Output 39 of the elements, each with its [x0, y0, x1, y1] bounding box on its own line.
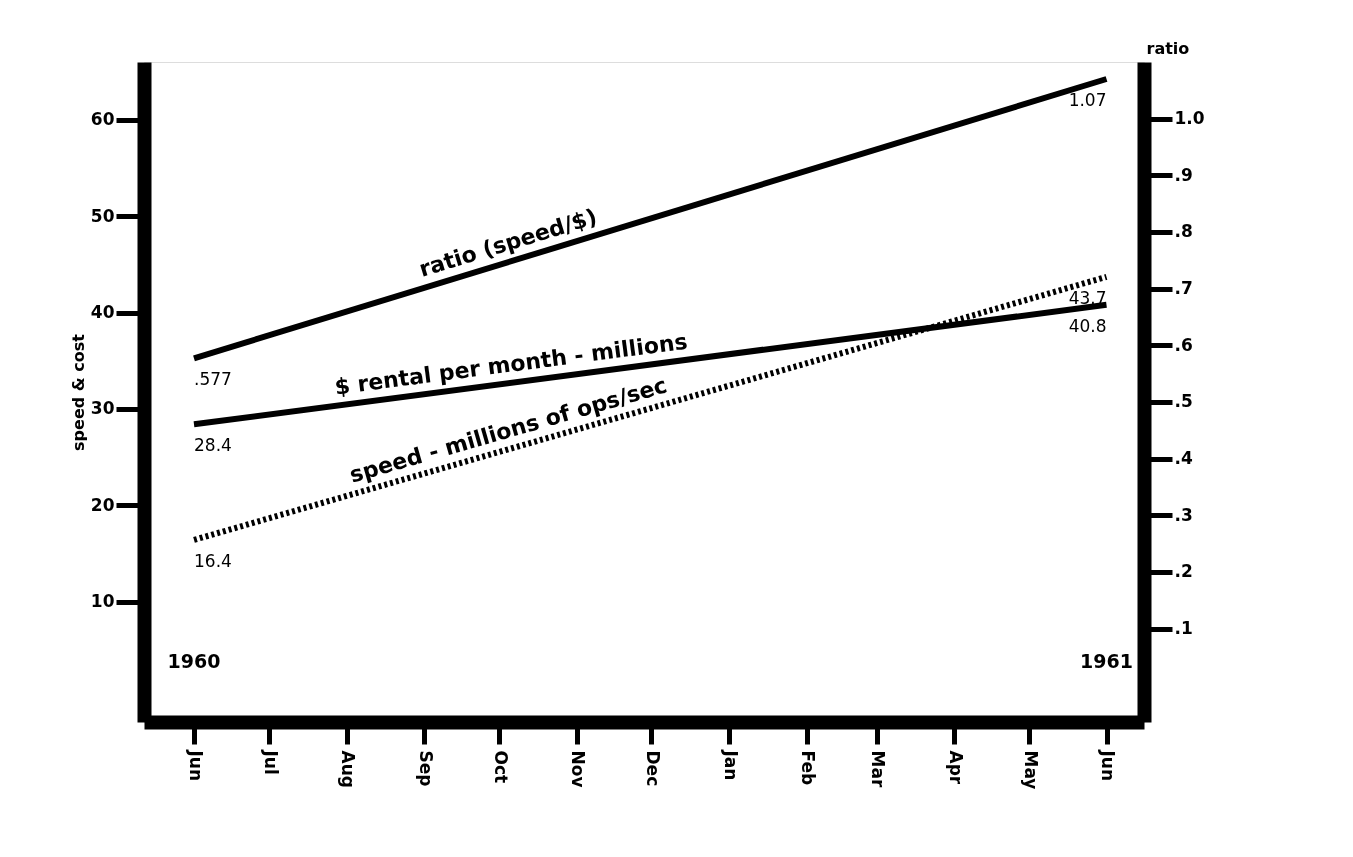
x-tick-label: Aug [338, 750, 358, 788]
data-label: 16.4 [194, 550, 232, 571]
data-label: 1.07 [1068, 90, 1107, 110]
x-tick-label: Mar [868, 750, 888, 788]
y-tick-label: 50 [90, 205, 115, 226]
x-tick-label: Feb [798, 750, 818, 786]
y-tick-label: 40 [90, 302, 115, 323]
x-tick-label: May [1020, 750, 1041, 790]
y2-tick-label: .7 [1174, 278, 1193, 299]
y2-tick-label: 1.0 [1174, 108, 1205, 129]
y-tick-label: 60 [90, 109, 115, 130]
data-label: 28.4 [194, 435, 232, 456]
y-axis-title: speed & cost [68, 333, 88, 451]
y2-tick-label: .1 [1174, 618, 1193, 639]
y-tick-label: 20 [90, 494, 115, 515]
y-tick-label: 30 [90, 398, 115, 419]
data-label: 43.7 [1068, 287, 1107, 308]
x-tick-label: Nov [568, 750, 588, 788]
x-tick-label: Dec [643, 750, 663, 787]
x-tick-label: Jul [260, 749, 281, 775]
x-tick-label: Oct [490, 750, 511, 784]
y2-tick-label: .2 [1174, 561, 1193, 582]
y2-tick-label: .4 [1174, 448, 1193, 469]
y2-tick-label: .9 [1174, 164, 1193, 185]
data-label: 40.8 [1068, 315, 1107, 336]
x-tick-label: Jan [720, 749, 741, 781]
y2-tick-label: .3 [1174, 504, 1193, 525]
x-tick-label: Jun [1098, 749, 1118, 782]
y-tick-label: 10 [90, 591, 115, 612]
y2-tick-label: .8 [1174, 221, 1193, 242]
x-tick-label: Jun [185, 749, 206, 782]
y2-axis-title: ratio [1146, 38, 1190, 58]
x-tick-label: Sep [415, 750, 436, 787]
annotation: 1961 [1080, 650, 1133, 672]
y2-tick-label: .6 [1174, 334, 1193, 355]
x-tick-label: Apr [945, 750, 966, 785]
annotation: 1960 [167, 650, 221, 672]
y2-tick-label: .5 [1174, 391, 1193, 412]
data-label: .577 [194, 369, 232, 390]
